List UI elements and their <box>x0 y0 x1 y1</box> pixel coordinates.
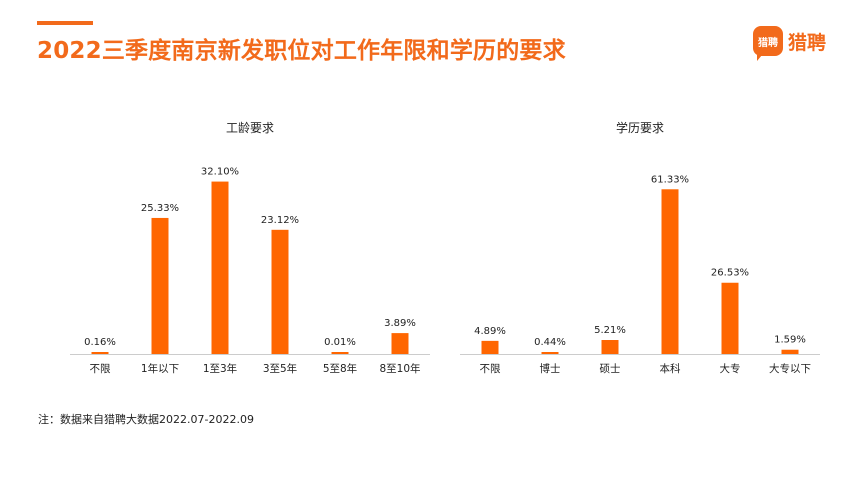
bar <box>781 349 799 354</box>
x-tick-label: 5至8年 <box>323 362 357 375</box>
x-tick-label: 8至10年 <box>379 362 420 375</box>
x-tick-label: 本科 <box>660 362 681 375</box>
x-tick-label: 1年以下 <box>141 362 179 375</box>
brand-logo: 猎聘 猎聘 <box>753 26 827 61</box>
x-tick-label: 大专以下 <box>769 362 811 375</box>
work-experience-chart: 工龄要求 0.16% 不限 25.33% 1年以下 32.10% 1至3年 23.12% 3至5… <box>60 110 440 390</box>
bar <box>481 340 499 354</box>
chat-bubble-icon: 猎聘 <box>753 26 783 61</box>
education-chart: 学历要求 4.89% 不限 0.44% 博士 5.21% 硕士 61.33% 本科 26.53% 大… <box>450 110 830 390</box>
bar <box>211 181 229 354</box>
bar <box>601 340 619 354</box>
logo-mark-text: 猎聘 <box>758 37 778 49</box>
work-experience-chart-svg: 工龄要求 0.16% 不限 25.33% 1年以下 32.10% 1至3年 23.12% 3至5… <box>70 121 430 375</box>
data-label: 0.01% <box>324 337 356 348</box>
data-label: 32.10% <box>201 167 239 178</box>
bar <box>391 333 409 354</box>
page-title: 2022三季度南京新发职位对工作年限和学历的要求 <box>37 38 566 64</box>
bar <box>151 217 169 354</box>
x-tick-label: 不限 <box>90 363 111 375</box>
chart-title: 工龄要求 <box>226 121 274 135</box>
x-tick-label: 硕士 <box>600 362 621 375</box>
bar <box>541 352 559 354</box>
bar <box>91 352 109 354</box>
data-label: 0.16% <box>84 337 116 348</box>
title-accent-bar <box>37 21 93 25</box>
data-label: 5.21% <box>594 325 626 336</box>
x-tick-label: 1至3年 <box>203 362 237 375</box>
x-tick-label: 3至5年 <box>263 362 297 375</box>
data-label: 25.33% <box>141 203 179 214</box>
bar <box>721 282 739 354</box>
chart-title: 学历要求 <box>616 120 664 135</box>
data-label: 0.44% <box>534 337 566 348</box>
data-label: 3.89% <box>384 318 416 329</box>
data-source-note: 注：数据来自猎聘大数据2022.07-2022.09 <box>38 413 254 426</box>
data-label: 26.53% <box>711 268 749 279</box>
bar <box>661 189 679 354</box>
data-label: 4.89% <box>474 326 506 337</box>
x-tick-label: 博士 <box>540 362 561 375</box>
data-label: 61.33% <box>651 174 689 185</box>
education-chart-svg: 学历要求 4.89% 不限 0.44% 博士 5.21% 硕士 61.33% 本科 26.53% 大… <box>460 120 820 375</box>
bar <box>271 229 289 354</box>
bar <box>331 352 349 354</box>
data-label: 23.12% <box>261 215 299 226</box>
x-tick-label: 不限 <box>480 363 501 375</box>
data-label: 1.59% <box>774 335 806 346</box>
x-tick-label: 大专 <box>720 362 741 375</box>
logo-text: 猎聘 <box>788 31 827 54</box>
